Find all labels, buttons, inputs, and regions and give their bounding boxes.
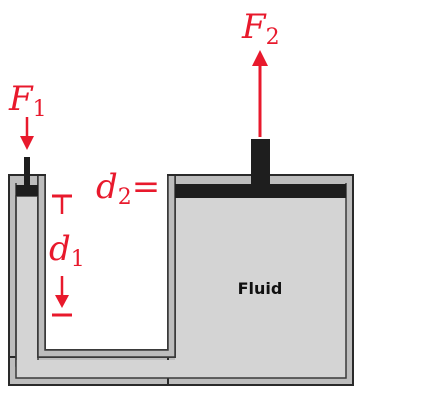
force-output-label: F2: [241, 7, 280, 50]
fluid-label: Fluid: [238, 279, 283, 298]
fluid-right: [175, 198, 346, 378]
arrows: [20, 50, 268, 317]
force-input-label: F1: [8, 79, 47, 122]
distance-output-label: d2=: [96, 167, 160, 210]
force-input-arrow-head: [20, 136, 34, 150]
u-divider-wall-right: [168, 176, 175, 357]
distance-output-subscript: 2: [118, 185, 132, 210]
force-input-symbol: F: [8, 79, 34, 119]
fluid-left: [15, 195, 39, 367]
distance-input-symbol: d: [49, 229, 71, 269]
large-piston: [175, 184, 346, 198]
inner-outline: [15, 183, 347, 379]
labels: F1 F2 d1 d2= Fluid: [8, 7, 282, 298]
container: [8, 174, 354, 386]
force-output-subscript: 2: [266, 25, 280, 50]
distance-input-arrow-head: [55, 295, 69, 308]
large-piston-rod: [251, 139, 270, 185]
distance-input-subscript: 1: [71, 247, 85, 272]
force-input-subscript: 1: [33, 97, 47, 122]
u-divider-wall-bottom: [38, 350, 175, 357]
small-piston-rod: [24, 157, 30, 186]
distance-output-symbol: d: [96, 167, 118, 207]
force-output-arrow-head: [252, 50, 268, 66]
pistons: [16, 139, 346, 198]
small-piston: [16, 185, 38, 196]
distance-output-equals: =: [132, 167, 161, 207]
u-divider-outline: [37, 176, 176, 358]
distance-input-label: d1: [49, 229, 85, 272]
u-divider-wall-left: [38, 176, 45, 357]
force-output-symbol: F: [241, 7, 267, 47]
